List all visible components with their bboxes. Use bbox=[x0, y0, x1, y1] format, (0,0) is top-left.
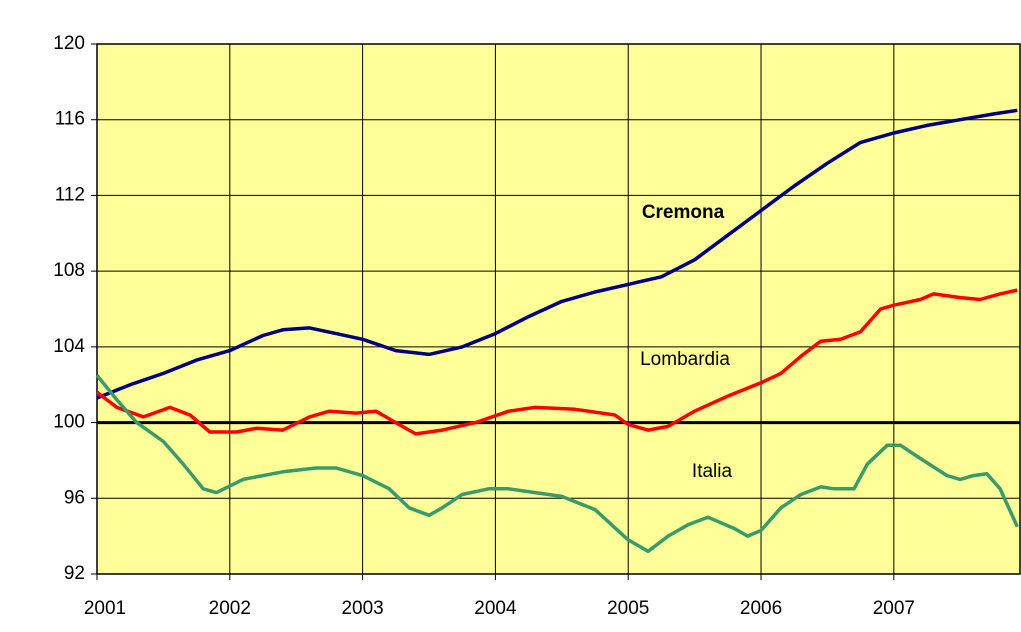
x-tick-label: 2004 bbox=[474, 598, 517, 619]
y-tick-label: 120 bbox=[53, 33, 85, 54]
x-tick-label: 2003 bbox=[341, 598, 383, 619]
plot-area bbox=[97, 44, 1020, 574]
series-line bbox=[96, 108, 1018, 400]
y-tick-label: 116 bbox=[55, 109, 85, 130]
annotation: Cremona bbox=[642, 202, 725, 223]
x-tick-label: 2005 bbox=[607, 598, 649, 619]
plot-border bbox=[96, 43, 1021, 575]
x-tick-label: 2001 bbox=[84, 598, 126, 619]
annotation: Italia bbox=[692, 461, 733, 482]
y-tick-label: 104 bbox=[53, 336, 85, 357]
series-line bbox=[95, 374, 1019, 554]
series-line bbox=[95, 288, 1018, 436]
annotation: Lombardia bbox=[640, 349, 730, 370]
y-tick-label: 108 bbox=[53, 260, 85, 281]
y-tick-label: 100 bbox=[53, 412, 85, 433]
y-tick-label: 112 bbox=[55, 184, 85, 205]
x-tick-label: 2007 bbox=[873, 598, 915, 619]
x-tick-label: 2006 bbox=[740, 598, 782, 619]
y-tick-label: 96 bbox=[64, 487, 85, 508]
x-tick-label: 2002 bbox=[209, 598, 251, 619]
y-tick-label: 92 bbox=[64, 563, 85, 584]
